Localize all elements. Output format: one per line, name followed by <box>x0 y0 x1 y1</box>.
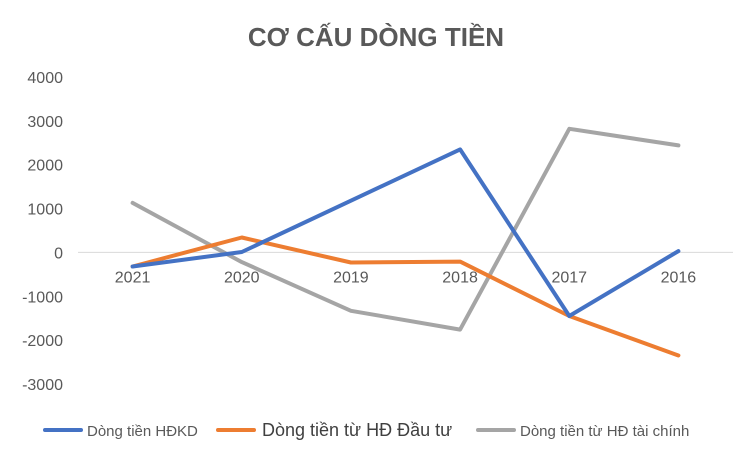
plot-area: 4000 3000 2000 1000 0 -1000 -2000 -3000 2021 2020… <box>22 70 733 394</box>
x-tick-label: 2020 <box>224 269 260 286</box>
legend-label: Dòng tiền HĐKD <box>87 423 198 440</box>
legend-label: Dòng tiền từ HĐ tài chính <box>520 423 689 440</box>
y-tick-label: 4000 <box>27 70 63 87</box>
x-tick-label: 2021 <box>115 269 151 286</box>
x-tick-label: 2019 <box>333 269 369 286</box>
y-tick-label: 1000 <box>27 202 63 219</box>
series-line-3 <box>130 126 681 332</box>
legend-label: Dòng tiền từ HĐ Đầu tư <box>262 420 452 440</box>
y-tick-label: 2000 <box>27 158 63 175</box>
y-tick-label: -1000 <box>22 289 63 306</box>
chart-title: CƠ CẤU DÒNG TIỀN <box>248 22 504 52</box>
x-tick-label: 2016 <box>661 269 697 286</box>
y-tick-label: 3000 <box>27 114 63 131</box>
y-tick-label: -2000 <box>22 333 63 350</box>
x-tick-label: 2017 <box>551 269 587 286</box>
chart-legend: Dòng tiền HĐKD Dòng tiền từ HĐ Đầu tư Dòng… <box>43 420 689 440</box>
y-tick-label: -3000 <box>22 377 63 394</box>
series-line-1 <box>130 147 681 318</box>
series-line-2 <box>130 235 681 358</box>
y-tick-label: 0 <box>54 245 63 262</box>
x-tick-label: 2018 <box>442 269 478 286</box>
